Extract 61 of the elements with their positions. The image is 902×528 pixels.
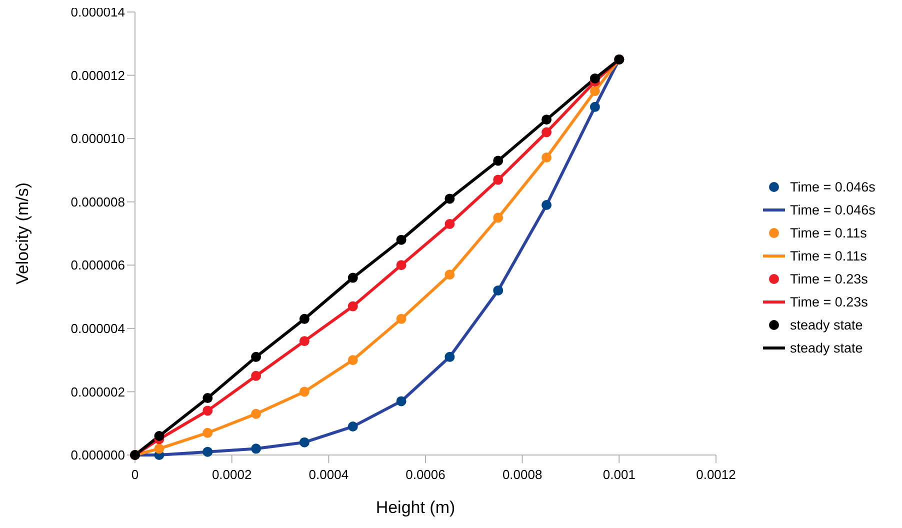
y-tick-label: 0.000010 bbox=[70, 131, 125, 146]
point bbox=[542, 200, 552, 210]
point bbox=[251, 370, 262, 381]
legend-label: Time = 0.11s bbox=[790, 248, 868, 264]
y-tick-label: 0.000012 bbox=[70, 68, 125, 83]
point bbox=[299, 336, 310, 346]
point bbox=[444, 219, 455, 230]
y-tick-label: 0.000008 bbox=[70, 194, 125, 210]
point bbox=[251, 408, 262, 419]
point bbox=[202, 446, 213, 457]
point bbox=[348, 355, 358, 366]
point bbox=[299, 437, 310, 448]
point bbox=[348, 422, 358, 432]
point bbox=[251, 352, 262, 362]
y-tick-label: 0.000006 bbox=[70, 258, 125, 273]
x-tick-label: 0.0006 bbox=[406, 467, 446, 482]
point bbox=[251, 444, 262, 454]
x-tick-label: 0.0012 bbox=[696, 467, 736, 482]
y-tick-label: 0.000004 bbox=[70, 320, 125, 336]
point bbox=[348, 301, 358, 312]
point bbox=[444, 270, 455, 280]
point bbox=[444, 352, 455, 362]
point bbox=[299, 386, 310, 397]
point bbox=[396, 314, 406, 324]
point bbox=[396, 234, 406, 245]
legend-label: Time = 0.046s bbox=[790, 202, 876, 218]
legend-label: Time = 0.046s bbox=[790, 180, 876, 195]
legend-label: Time = 0.23s bbox=[790, 272, 868, 287]
point bbox=[348, 272, 358, 283]
x-tick-label: 0 bbox=[131, 467, 139, 482]
x-axis-title: Height (m) bbox=[376, 498, 456, 517]
legend-label: steady state bbox=[790, 318, 863, 333]
point bbox=[590, 86, 600, 96]
point bbox=[493, 212, 504, 223]
y-tick-label: 0.000002 bbox=[70, 384, 125, 400]
point bbox=[444, 194, 455, 204]
point bbox=[202, 428, 213, 438]
x-tick-label: 0.001 bbox=[602, 467, 636, 482]
x-tick-label: 0.0008 bbox=[502, 467, 542, 482]
point bbox=[542, 127, 552, 138]
point bbox=[493, 285, 504, 296]
point bbox=[154, 444, 164, 454]
point bbox=[590, 102, 600, 112]
legend-label: Time = 0.23s bbox=[790, 294, 868, 310]
point bbox=[299, 314, 310, 324]
point bbox=[493, 156, 504, 166]
legend-label: steady state bbox=[790, 340, 863, 356]
point bbox=[542, 152, 552, 163]
point bbox=[154, 431, 164, 442]
point bbox=[493, 174, 504, 185]
point bbox=[590, 73, 600, 84]
point bbox=[396, 260, 406, 270]
x-tick-label: 0.0002 bbox=[212, 467, 252, 482]
y-axis-title: Velocity (m/s) bbox=[13, 182, 32, 285]
point bbox=[542, 114, 552, 125]
legend-label: Time = 0.11s bbox=[790, 226, 868, 241]
point bbox=[202, 393, 213, 404]
y-tick-label: 0.000000 bbox=[70, 448, 125, 463]
point bbox=[202, 406, 213, 416]
point bbox=[396, 396, 406, 406]
x-tick-label: 0.0004 bbox=[308, 467, 349, 482]
